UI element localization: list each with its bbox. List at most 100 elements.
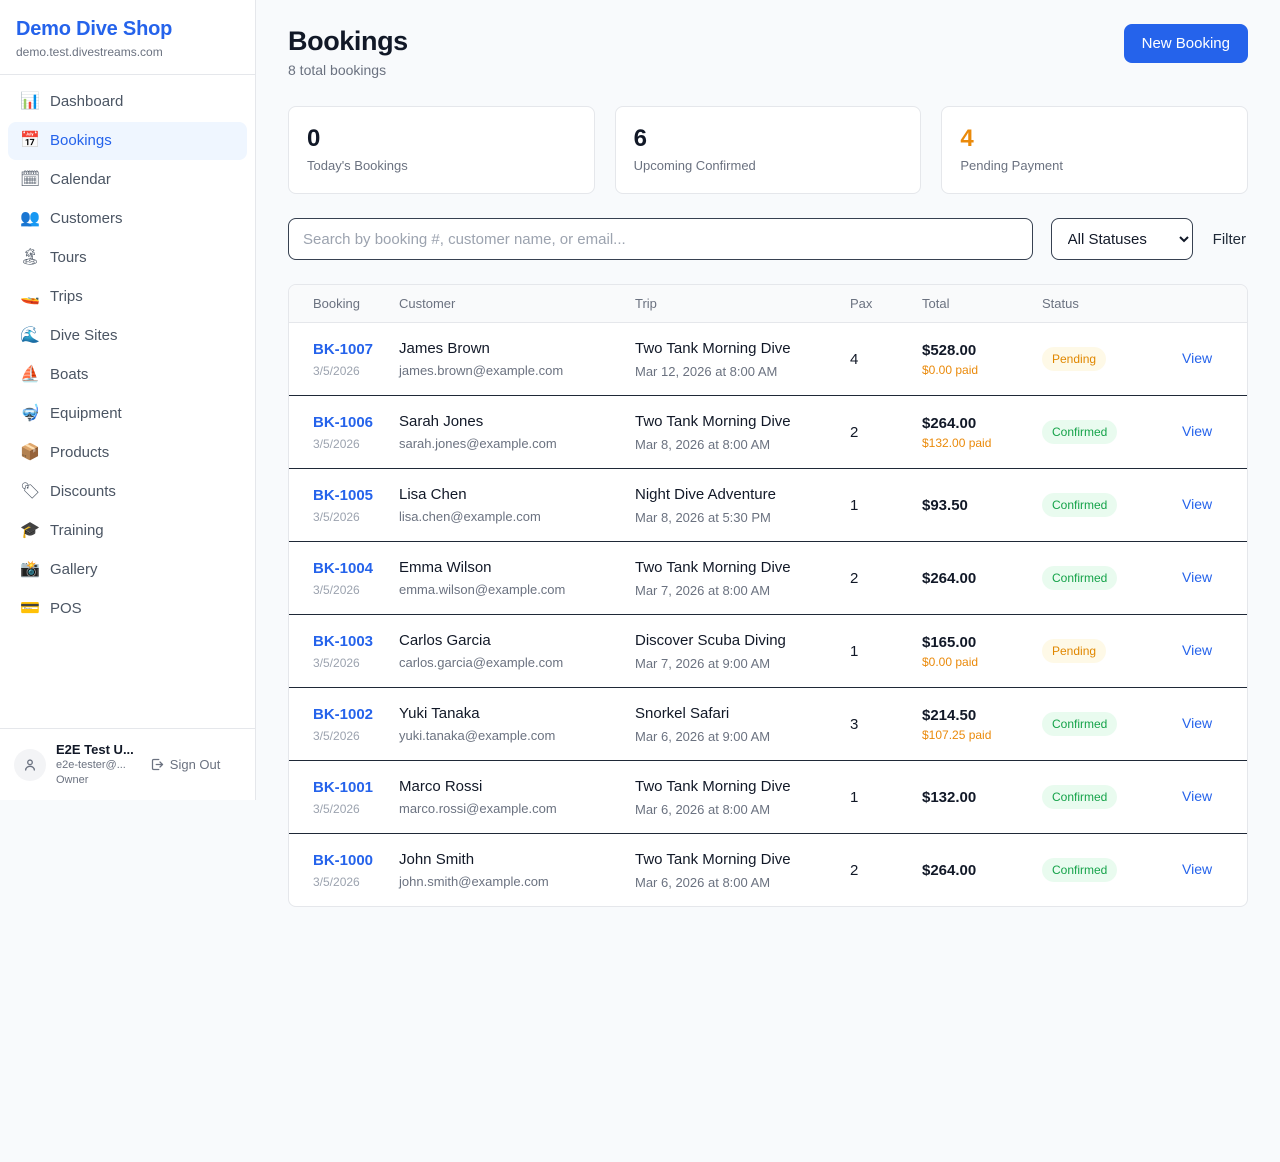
status-badge: Confirmed <box>1042 566 1118 590</box>
sidebar-item-dive-sites[interactable]: 🌊 Dive Sites <box>8 317 247 355</box>
booking-created-date: 3/5/2026 <box>313 510 360 524</box>
column-header: Customer <box>399 285 635 323</box>
stat-label: Today's Bookings <box>307 158 408 173</box>
cell-total: $132.00 <box>922 760 1042 834</box>
booking-created-date: 3/5/2026 <box>313 802 360 816</box>
booking-id-link[interactable]: BK-1003 <box>313 633 374 650</box>
new-booking-button[interactable]: New Booking <box>1123 24 1248 63</box>
trip-name: Discover Scuba Diving <box>635 632 786 649</box>
view-link[interactable]: View <box>1182 423 1213 439</box>
cell-trip: Two Tank Morning Dive Mar 12, 2026 at 8:0… <box>635 322 850 396</box>
sidebar-item-discounts[interactable]: 🏷 Discounts <box>8 473 247 511</box>
sidebar-item-pos[interactable]: 💳 POS <box>8 590 247 628</box>
sidebar-item-gallery[interactable]: 📸 Gallery <box>8 551 247 589</box>
page-header: Bookings 8 total bookings New Booking <box>288 24 1248 80</box>
customer-name: Carlos Garcia <box>399 632 491 649</box>
cell-booking: BK-1007 3/5/2026 <box>289 322 399 396</box>
cell-customer: Emma Wilson emma.wilson@example.com <box>399 541 635 615</box>
brand-block: Demo Dive Shop demo.test.divestreams.com <box>0 0 255 75</box>
amount-paid: $0.00 paid <box>922 655 979 669</box>
wave-icon: 🌊 <box>20 327 40 344</box>
sidebar-item-label: Customers <box>50 210 123 227</box>
trip-name: Two Tank Morning Dive <box>635 559 791 576</box>
sidebar-item-label: Boats <box>50 366 89 383</box>
cell-status: Pending <box>1042 614 1182 688</box>
column-header <box>1182 285 1247 323</box>
bookings-table: Booking Customer Trip Pax Total Status BK-100… <box>289 285 1247 907</box>
cell-trip: Two Tank Morning Dive Mar 7, 2026 at 8:00… <box>635 541 850 615</box>
booking-id-link[interactable]: BK-1005 <box>313 487 374 504</box>
customer-email: carlos.garcia@example.com <box>399 655 564 670</box>
status-filter-select[interactable]: All Statuses <box>1050 218 1193 260</box>
sidebar-item-equipment[interactable]: 🤿 Equipment <box>8 395 247 433</box>
filter-button[interactable]: Filter <box>1212 230 1246 248</box>
sidebar-item-boats[interactable]: ⛵ Boats <box>8 356 247 394</box>
booking-id-link[interactable]: BK-1006 <box>313 414 374 431</box>
view-link[interactable]: View <box>1182 715 1213 731</box>
table-row: BK-1002 3/5/2026 Yuki Tanaka yuki.tanaka@ex… <box>289 687 1247 761</box>
trip-datetime: Mar 7, 2026 at 8:00 AM <box>635 583 771 598</box>
sidebar-item-trips[interactable]: 🚤 Trips <box>8 278 247 316</box>
view-link[interactable]: View <box>1182 642 1213 658</box>
sidebar-item-bookings[interactable]: 📅 Bookings <box>8 122 247 160</box>
cell-trip: Snorkel Safari Mar 6, 2026 at 9:00 AM <box>635 687 850 761</box>
status-badge: Confirmed <box>1042 785 1118 809</box>
view-link[interactable]: View <box>1182 350 1213 366</box>
trip-datetime: Mar 6, 2026 at 8:00 AM <box>635 802 771 817</box>
sign-out-button[interactable]: Sign Out <box>150 757 220 772</box>
trip-name: Two Tank Morning Dive <box>635 778 791 795</box>
user-icon <box>25 758 35 771</box>
column-header: Status <box>1042 285 1182 323</box>
logout-icon <box>151 758 163 771</box>
total-amount: $264.00 <box>922 861 977 879</box>
booking-id-link[interactable]: BK-1004 <box>313 560 374 577</box>
cell-action: View <box>1182 834 1247 907</box>
customer-name: Lisa Chen <box>399 486 467 503</box>
cell-pax: 1 <box>850 468 922 542</box>
cell-trip: Discover Scuba Diving Mar 7, 2026 at 9:00… <box>635 614 850 688</box>
cell-action: View <box>1182 468 1247 542</box>
cell-action: View <box>1182 541 1247 615</box>
view-link[interactable]: View <box>1182 569 1213 585</box>
status-badge: Confirmed <box>1042 712 1118 736</box>
view-link[interactable]: View <box>1182 496 1213 512</box>
view-link[interactable]: View <box>1182 788 1213 804</box>
sidebar-item-label: Discounts <box>50 483 116 500</box>
sidebar-item-calendar[interactable]: 🗓 Calendar <box>8 161 247 199</box>
sidebar-item-tours[interactable]: 🏝 Tours <box>8 239 247 277</box>
status-badge: Confirmed <box>1042 420 1118 444</box>
sidebar-item-products[interactable]: 📦 Products <box>8 434 247 472</box>
cell-status: Pending <box>1042 322 1182 396</box>
booking-id-link[interactable]: BK-1001 <box>313 779 374 796</box>
page-subtitle: 8 total bookings <box>288 62 387 78</box>
page-header-text: Bookings 8 total bookings <box>288 24 408 80</box>
stats-row: 0 Today's Bookings 6 Upcoming Confirmed 4 Pen… <box>288 106 1249 194</box>
sidebar-item-customers[interactable]: 👥 Customers <box>8 200 247 238</box>
sidebar-item-training[interactable]: 🎓 Training <box>8 512 247 550</box>
view-link[interactable]: View <box>1182 861 1213 877</box>
brand-subdomain: demo.test.divestreams.com <box>16 45 163 59</box>
cell-customer: Carlos Garcia carlos.garcia@example.com <box>399 614 635 688</box>
cell-booking: BK-1002 3/5/2026 <box>289 687 399 761</box>
trip-datetime: Mar 6, 2026 at 8:00 AM <box>635 875 771 890</box>
user-email: e2e-tester@... <box>56 759 126 771</box>
cell-action: View <box>1182 322 1247 396</box>
filters-bar: All Statuses Filter <box>288 218 1248 260</box>
cell-pax: 2 <box>850 861 859 879</box>
table-row: BK-1003 3/5/2026 Carlos Garcia carlos.garci… <box>289 614 1247 688</box>
cell-pax: 2 <box>850 541 922 615</box>
cell-pax: 1 <box>850 614 922 688</box>
tag-icon: 🏷 <box>20 483 41 500</box>
total-amount: $214.50 <box>922 707 977 724</box>
avatar <box>14 748 46 781</box>
amount-paid: $132.00 paid <box>922 436 992 450</box>
sidebar-item-dashboard[interactable]: 📊 Dashboard <box>8 83 247 121</box>
booking-id-link[interactable]: BK-1000 <box>313 852 374 869</box>
cell-customer: Lisa Chen lisa.chen@example.com <box>399 468 635 542</box>
booking-id-link[interactable]: BK-1007 <box>313 341 374 358</box>
booking-id-link[interactable]: BK-1002 <box>313 706 374 723</box>
customer-name: Sarah Jones <box>399 413 484 430</box>
cell-pax: 4 <box>850 322 922 396</box>
search-input[interactable] <box>288 218 1033 260</box>
